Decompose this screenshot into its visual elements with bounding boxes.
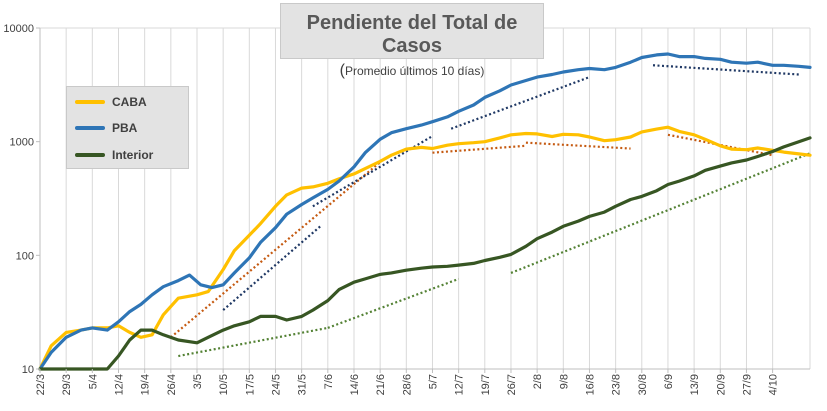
title-box: Pendiente del Total de Casos (Promedio ú…	[280, 3, 544, 79]
grid	[39, 27, 811, 370]
trendlines	[170, 64, 811, 358]
legend-label-caba: CABA	[112, 95, 147, 109]
series-line-pba	[38, 52, 812, 371]
x-tick-label-24: 6/9	[663, 374, 675, 389]
series-line-interior	[38, 136, 812, 371]
legend-swatch-pba	[75, 126, 105, 130]
trendline-4	[222, 225, 322, 311]
x-tick-label-18: 26/7	[506, 374, 518, 395]
legend-item-pba: PBA	[75, 119, 137, 137]
x-tick-label-28: 4/10	[768, 374, 780, 395]
trendline-9	[327, 277, 460, 329]
trendline-0	[170, 161, 381, 339]
x-tick-label-20: 9/8	[558, 374, 570, 389]
legend-label-interior: Interior	[112, 148, 154, 162]
x-tick-label-3: 12/4	[113, 374, 125, 395]
trendline-1	[432, 144, 527, 154]
x-tick-label-1: 29/3	[61, 374, 73, 395]
legend-label-pba: PBA	[112, 121, 138, 135]
legend-item-caba: CABA	[75, 93, 147, 111]
trendline-8	[178, 326, 329, 358]
x-tick-label-0: 22/3	[35, 374, 47, 395]
x-tick-label-2: 5/4	[87, 374, 99, 389]
trendline-6	[450, 76, 590, 130]
x-tick-label-13: 21/6	[375, 374, 387, 395]
trendline-5	[312, 135, 434, 208]
legend-swatch-interior	[75, 153, 105, 157]
x-tick-label-27: 27/9	[741, 374, 753, 395]
x-tick-label-17: 19/7	[480, 374, 492, 395]
y-tick-label-3: 10000	[3, 23, 34, 35]
trendline-7	[652, 64, 799, 76]
y-axis: 10 100 1000 10000	[3, 23, 40, 376]
legend-item-interior: Interior	[75, 146, 153, 164]
x-tick-label-9: 24/5	[270, 374, 282, 395]
x-tick-label-16: 12/7	[454, 374, 466, 395]
x-tick-label-4: 19/4	[140, 374, 152, 395]
x-tick-label-22: 23/8	[611, 374, 623, 395]
y-tick-label-1: 100	[16, 250, 34, 262]
legend-swatch-caba	[75, 100, 105, 104]
y-tick-label-0: 10	[22, 364, 34, 376]
x-tick-label-11: 7/6	[323, 374, 335, 389]
x-tick-label-10: 31/5	[297, 374, 309, 395]
x-tick-label-14: 28/6	[401, 374, 413, 395]
x-tick-label-6: 3/5	[192, 374, 204, 389]
series-lines	[38, 52, 812, 371]
x-tick-label-19: 2/8	[532, 374, 544, 389]
chart-subtitle: (Promedio últimos 10 días)	[281, 62, 543, 80]
chart-title: Pendiente del Total de Casos	[306, 12, 518, 57]
x-tick-label-5: 26/4	[166, 374, 178, 395]
x-tick-label-7: 10/5	[218, 374, 230, 395]
x-tick-label-15: 5/7	[427, 374, 439, 389]
y-tick-label-2: 1000	[10, 137, 34, 149]
x-tick-label-25: 13/9	[689, 374, 701, 395]
x-tick-label-12: 14/6	[349, 374, 361, 395]
x-tick-label-8: 17/5	[244, 374, 256, 395]
chart-subtitle-text: Promedio últimos 10 días)	[344, 64, 485, 78]
x-tick-label-23: 30/8	[637, 374, 649, 395]
x-tick-label-26: 20/9	[715, 374, 727, 395]
chart-subtitle-paren: (	[339, 62, 345, 79]
trendline-2	[525, 141, 631, 150]
legend: CABA PBA Interior	[66, 86, 189, 169]
x-tick-label-21: 16/8	[584, 374, 596, 395]
series-line-caba	[38, 125, 812, 371]
x-axis: 22/3 29/3 5/4 12/4 19/4 26/4 3/5 10/5 17/5 24/5 31…	[35, 369, 780, 395]
